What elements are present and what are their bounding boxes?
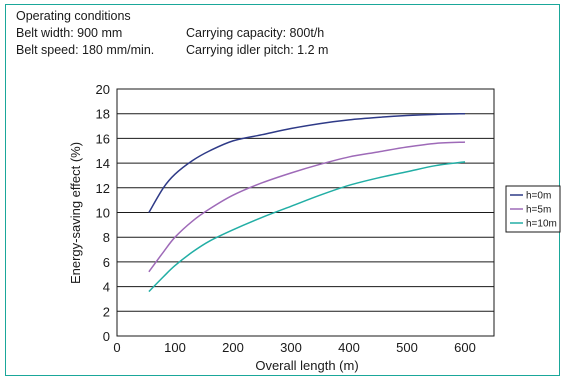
x-axis-label: Overall length (m) bbox=[255, 358, 358, 373]
y-tick-label: 10 bbox=[96, 206, 110, 221]
y-tick-label: 8 bbox=[103, 230, 110, 245]
legend-label: h=5m bbox=[526, 205, 551, 216]
x-tick-labels: 0 100 200 300 400 500 600 bbox=[113, 340, 475, 355]
conditions-heading: Operating conditions bbox=[16, 9, 131, 23]
series-lines bbox=[148, 112, 466, 293]
series-line-h-5m bbox=[148, 141, 466, 273]
series-line-h-0m bbox=[148, 112, 466, 213]
y-tick-label: 0 bbox=[103, 329, 110, 344]
x-tick-label: 400 bbox=[338, 340, 360, 355]
legend-label: h=0m bbox=[526, 191, 551, 202]
y-tick-label: 12 bbox=[96, 181, 110, 196]
belt-speed-text: Belt speed: 180 mm/min. bbox=[16, 43, 155, 57]
x-tick-label: 500 bbox=[396, 340, 418, 355]
x-tick-label: 600 bbox=[454, 340, 476, 355]
idler-pitch-text: Carrying idler pitch: 1.2 m bbox=[186, 43, 329, 57]
y-tick-label: 14 bbox=[96, 156, 110, 171]
gridlines bbox=[117, 113, 494, 312]
legend: h=0m h=5m h=10m bbox=[505, 185, 561, 233]
plot-frame bbox=[116, 88, 495, 337]
x-tick-label: 300 bbox=[280, 340, 302, 355]
y-tick-label: 2 bbox=[103, 304, 110, 319]
x-tick-label: 0 bbox=[113, 340, 120, 355]
belt-width-text: Belt width: 900 mm bbox=[16, 26, 123, 40]
x-tick-label: 100 bbox=[164, 340, 186, 355]
x-tick-label: 200 bbox=[222, 340, 244, 355]
y-tick-label: 16 bbox=[96, 131, 110, 146]
figure-frame bbox=[5, 4, 560, 376]
series-line-h-10m bbox=[148, 161, 466, 293]
y-tick-label: 6 bbox=[103, 255, 110, 270]
y-tick-label: 4 bbox=[103, 280, 110, 295]
y-tick-label: 18 bbox=[96, 107, 110, 122]
y-axis-label: Energy-saving effect (%) bbox=[68, 142, 83, 284]
carrying-capacity-text: Carrying capacity: 800t/h bbox=[186, 26, 325, 40]
y-tick-label: 20 bbox=[96, 82, 110, 97]
y-tick-labels: 0 2 4 6 8 10 12 14 16 18 20 bbox=[96, 82, 110, 344]
legend-label: h=10m bbox=[526, 219, 557, 230]
